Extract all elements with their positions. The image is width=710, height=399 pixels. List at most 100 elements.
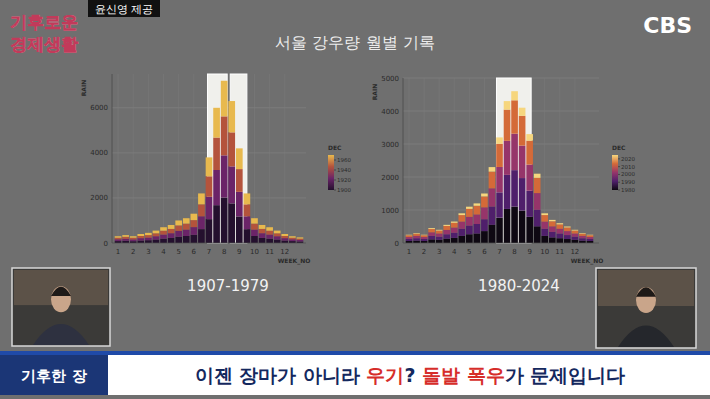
person-head: [636, 287, 656, 313]
bar-segment: [436, 231, 443, 234]
bar-segment: [443, 225, 450, 226]
bar-segment: [549, 226, 556, 232]
bar-segment: [191, 214, 198, 220]
bar-segment: [481, 196, 488, 207]
bar-segment: [511, 100, 518, 133]
colorbar-tick: [618, 174, 620, 175]
bar-segment: [221, 81, 228, 117]
bar-segment: [153, 231, 160, 234]
bar-segment: [183, 218, 190, 223]
bar-segment: [541, 229, 548, 236]
bar-segment: [541, 236, 548, 243]
chart-title: 1980-2024: [478, 277, 560, 295]
bar-segment: [481, 194, 488, 197]
bar-segment: [406, 239, 413, 241]
grid-line: [409, 78, 410, 243]
bar-segment: [428, 229, 435, 232]
grid-line: [118, 74, 119, 243]
bar-segment: [541, 213, 548, 215]
bar-segment: [130, 238, 137, 240]
bar-segment: [122, 239, 129, 241]
bar-segment: [541, 222, 548, 229]
bar-segment: [168, 225, 175, 229]
colorbar-tick-label: 2020: [621, 156, 635, 162]
x-tick-label: 11: [265, 248, 274, 256]
banner-tag-box: [0, 355, 108, 395]
y-axis-title: RAIN: [371, 84, 378, 101]
bar-segment: [443, 239, 450, 243]
bar-segment: [526, 141, 533, 165]
bar-segment: [504, 209, 511, 243]
colorbar-tick: [334, 170, 336, 171]
x-tick-label: 8: [512, 248, 516, 256]
bar-segment: [281, 236, 288, 238]
colorbar-tick: [334, 190, 336, 191]
bar-segment: [421, 234, 428, 235]
bar-segment: [564, 235, 571, 239]
bar-segment: [130, 236, 137, 237]
bar-segment: [436, 240, 443, 243]
bar-segment: [406, 237, 413, 239]
banner-tag: 기후한 장: [21, 367, 86, 385]
grid-line: [559, 78, 560, 243]
colorbar: [328, 155, 334, 190]
grid-line: [133, 74, 134, 243]
bar-segment: [564, 226, 571, 228]
x-axis-title: WEEK_NO: [278, 257, 311, 265]
bar-segment: [221, 116, 228, 155]
bar-segment: [236, 169, 243, 192]
bar-segment: [579, 234, 586, 236]
bar-segment: [160, 231, 167, 235]
bar-segment: [564, 231, 571, 235]
bar-segment: [221, 155, 228, 197]
bar-segment: [137, 236, 144, 238]
colorbar-tick-label: 1980: [621, 187, 635, 193]
bar-segment: [153, 233, 160, 236]
bar-segment: [564, 239, 571, 243]
x-axis-line: [112, 243, 306, 244]
bar-segment: [572, 237, 579, 240]
bar-segment: [526, 134, 533, 141]
colorbar-title: DEC: [328, 144, 342, 151]
bar-segment: [549, 237, 556, 243]
bar-segment: [496, 137, 503, 143]
headline-segment: 우기: [366, 364, 404, 386]
grid-line: [178, 74, 179, 243]
bar-segment: [274, 236, 281, 239]
x-tick-label: 8: [222, 248, 226, 256]
grid-line: [424, 78, 425, 243]
y-tick-label: 5000: [381, 75, 399, 83]
x-tick-label: 1: [407, 248, 411, 256]
logo-line: 경제생활: [10, 34, 78, 54]
bar-segment: [183, 236, 190, 243]
person-hair: [636, 287, 656, 297]
bar-segment: [466, 207, 473, 209]
x-tick-label: 3: [437, 248, 441, 256]
bar-segment: [236, 148, 243, 169]
bar-segment: [496, 218, 503, 243]
y-axis-line: [112, 74, 113, 243]
bar-segment: [421, 239, 428, 241]
bar-segment: [228, 132, 235, 166]
bar-segment: [541, 215, 548, 222]
background: [0, 0, 710, 399]
bar-segment: [206, 176, 213, 197]
colorbar-title: DEC: [612, 144, 626, 151]
y-tick-label: 4000: [90, 149, 108, 157]
y-tick-label: 3000: [381, 141, 399, 149]
x-tick-label: 1: [116, 248, 120, 256]
person-body: [618, 326, 674, 348]
banner-strip: [0, 351, 710, 355]
bar-segment: [251, 218, 258, 223]
bar-segment: [534, 210, 541, 227]
bar-segment: [198, 204, 205, 216]
colorbar-tick: [618, 182, 620, 183]
bar-segment: [191, 227, 198, 235]
colorbar-tick: [618, 158, 620, 159]
bar-segment: [421, 237, 428, 239]
bars: [406, 91, 594, 243]
bar-segment: [511, 134, 518, 170]
bar-segment: [198, 216, 205, 229]
chart-panel: 0200040006000123456789101112WEEK_NORAIND…: [80, 74, 351, 295]
bar-segment: [236, 216, 243, 243]
